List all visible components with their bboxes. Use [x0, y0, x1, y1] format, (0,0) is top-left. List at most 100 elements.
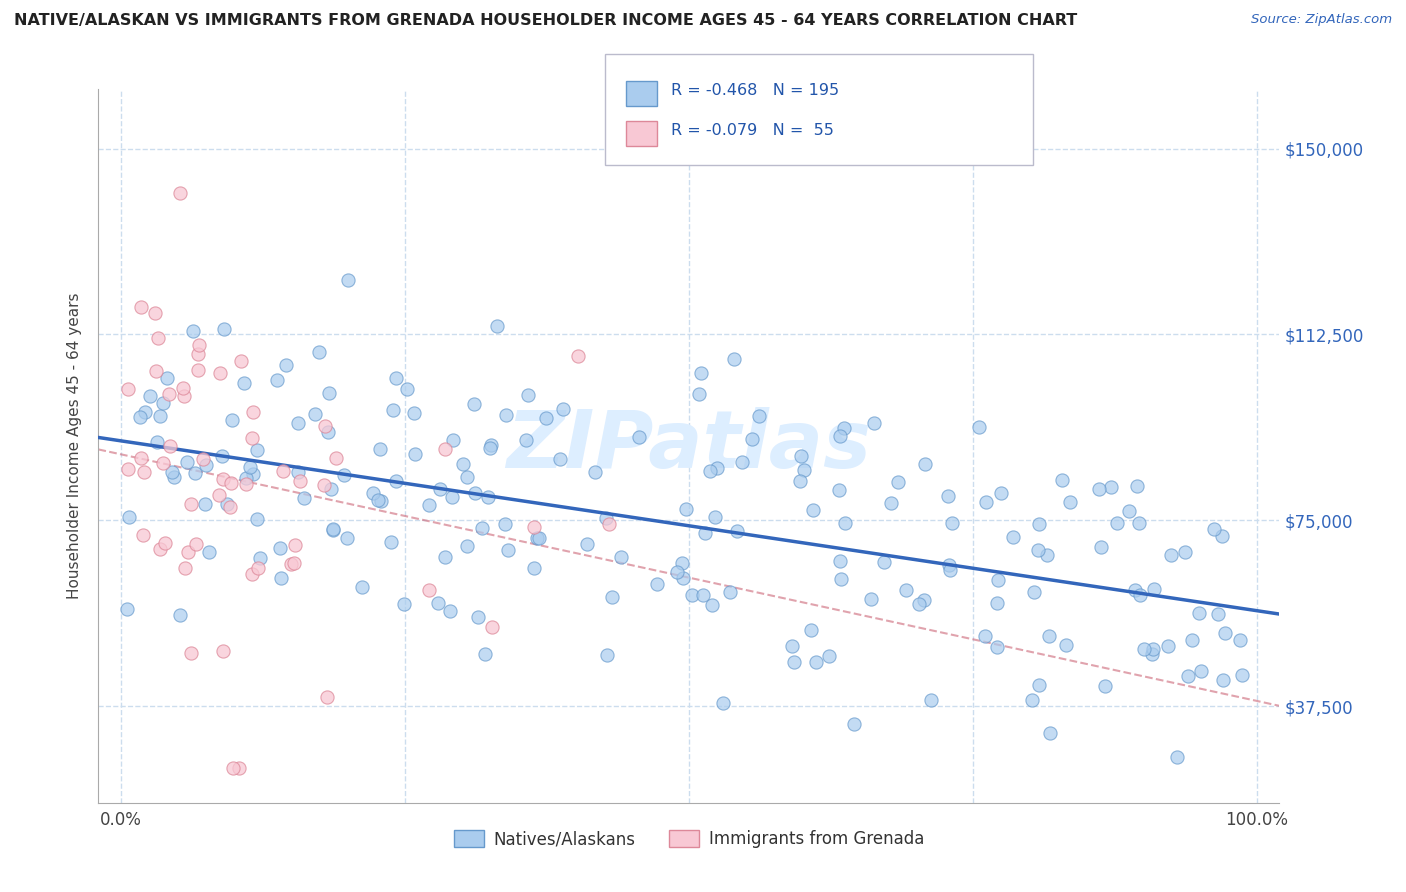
Point: [266, 373, 288, 387]
Point: [129, 450, 152, 465]
Point: [155, 536, 177, 550]
Point: [318, 386, 340, 401]
Point: [219, 476, 242, 491]
Point: [464, 486, 486, 500]
Point: [319, 483, 342, 497]
Point: [146, 331, 169, 345]
Point: [1128, 516, 1150, 530]
Point: [526, 531, 548, 545]
Point: [180, 646, 202, 660]
Point: [527, 532, 550, 546]
Point: [352, 580, 374, 594]
Point: [418, 498, 440, 512]
Point: [1143, 582, 1166, 597]
Point: [873, 555, 896, 569]
Point: [1188, 606, 1211, 620]
Point: [1206, 607, 1229, 622]
Point: [246, 512, 269, 526]
Point: [363, 486, 385, 500]
Point: [117, 382, 139, 396]
Point: [536, 411, 558, 425]
Point: [474, 647, 496, 661]
Point: [647, 577, 669, 591]
Point: [131, 300, 153, 314]
Point: [859, 591, 882, 606]
Point: [711, 696, 734, 710]
Point: [495, 409, 517, 423]
Point: [280, 557, 302, 571]
Point: [322, 524, 344, 538]
Point: [176, 455, 198, 469]
Point: [402, 406, 425, 420]
Point: [1181, 632, 1204, 647]
Point: [152, 396, 174, 410]
Legend: Natives/Alaskans, Immigrants from Grenada: Natives/Alaskans, Immigrants from Grenad…: [447, 823, 931, 855]
Point: [681, 588, 703, 602]
Point: [232, 376, 254, 390]
Point: [394, 597, 416, 611]
Point: [1129, 588, 1152, 602]
Point: [287, 465, 309, 479]
Point: [1039, 726, 1062, 740]
Point: [523, 561, 546, 575]
Point: [211, 472, 233, 486]
Point: [384, 371, 406, 385]
Point: [312, 478, 335, 492]
Point: [246, 442, 269, 457]
Point: [747, 409, 769, 424]
Point: [671, 556, 693, 570]
Point: [159, 439, 181, 453]
Point: [173, 389, 195, 403]
Point: [610, 549, 633, 564]
Point: [523, 520, 546, 534]
Point: [370, 494, 392, 508]
Point: [229, 354, 252, 368]
Point: [163, 469, 186, 483]
Point: [672, 571, 695, 585]
Point: [703, 509, 725, 524]
Point: [228, 761, 250, 775]
Point: [215, 497, 238, 511]
Point: [1001, 529, 1024, 543]
Point: [451, 457, 474, 471]
Point: [467, 609, 489, 624]
Point: [269, 541, 291, 555]
Point: [920, 693, 942, 707]
Point: [169, 608, 191, 623]
Point: [132, 528, 155, 542]
Point: [938, 563, 960, 577]
Point: [1090, 540, 1112, 554]
Point: [149, 542, 172, 557]
Point: [1213, 626, 1236, 640]
Text: R = -0.468   N = 195: R = -0.468 N = 195: [671, 83, 839, 98]
Point: [134, 465, 156, 479]
Point: [741, 432, 763, 446]
Point: [152, 456, 174, 470]
Point: [235, 476, 257, 491]
Point: [887, 475, 910, 490]
Point: [1022, 584, 1045, 599]
Point: [986, 640, 1008, 655]
Point: [908, 597, 931, 611]
Point: [380, 535, 402, 549]
Point: [862, 416, 884, 430]
Point: [456, 470, 478, 484]
Point: [879, 496, 901, 510]
Point: [990, 486, 1012, 500]
Point: [693, 526, 716, 541]
Text: NATIVE/ALASKAN VS IMMIGRANTS FROM GRENADA HOUSEHOLDER INCOME AGES 45 - 64 YEARS : NATIVE/ALASKAN VS IMMIGRANTS FROM GRENAD…: [14, 13, 1077, 29]
Point: [1026, 543, 1049, 558]
Point: [481, 619, 503, 633]
Point: [117, 602, 139, 616]
Point: [1021, 692, 1043, 706]
Point: [172, 381, 194, 395]
Point: [936, 489, 959, 503]
Y-axis label: Householder Income Ages 45 - 64 years: Householder Income Ages 45 - 64 years: [67, 293, 83, 599]
Point: [842, 716, 865, 731]
Point: [368, 442, 391, 456]
Point: [628, 430, 651, 444]
Point: [1094, 679, 1116, 693]
Point: [1230, 668, 1253, 682]
Point: [567, 349, 589, 363]
Point: [292, 491, 315, 506]
